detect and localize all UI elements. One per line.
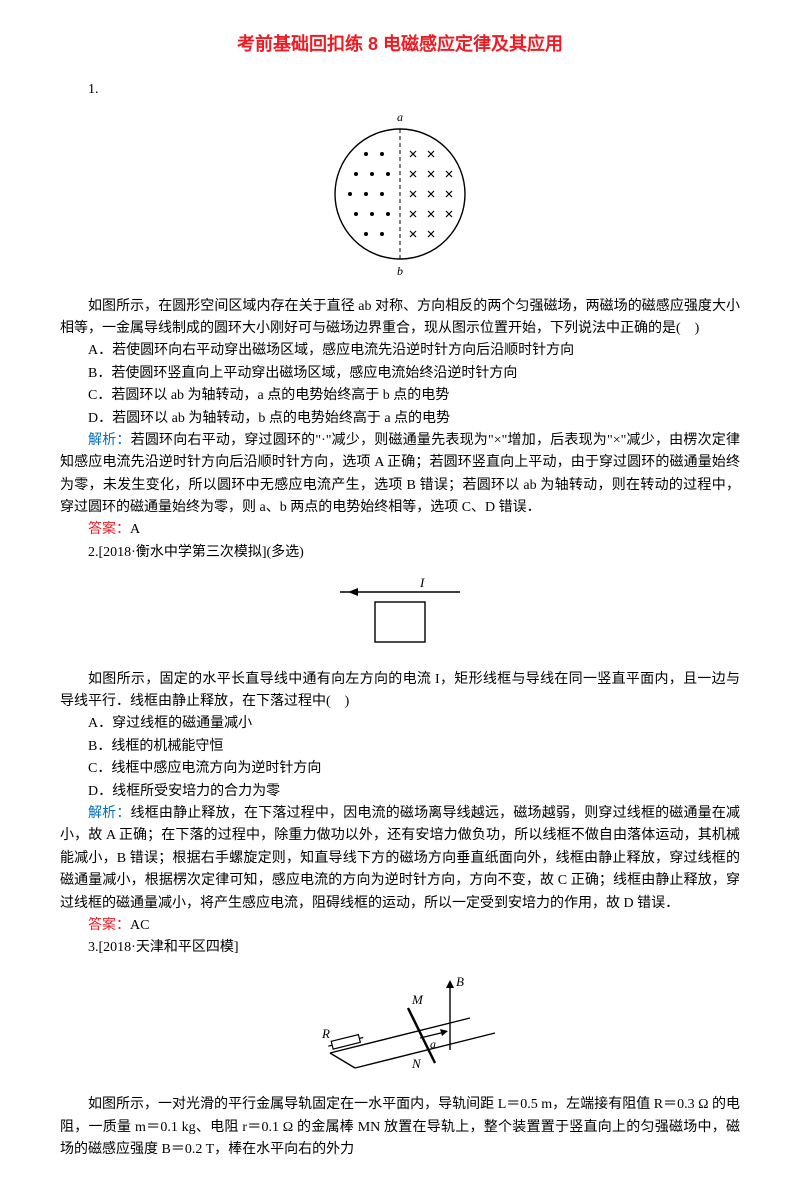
q1-analysis-text: 若圆环向右平动，穿过圆环的"·"减少，则磁通量先表现为"×"增加，后表现为"×"… <box>60 433 740 515</box>
q2-option-c: C．线框中感应电流方向为逆时针方向 <box>60 758 740 780</box>
q1-option-d: D．若圆环以 ab 为轴转动，b 点的电势始终高于 a 点的电势 <box>60 408 740 430</box>
q1-option-a: A．若使圆环向右平动穿出磁场区域，感应电流先沿逆时针方向后沿顺时针方向 <box>60 340 740 362</box>
q2-source: [2018·衡水中学第三次模拟](多选) <box>99 545 304 560</box>
q1-fig-label-b: b <box>397 264 403 278</box>
q3-figure: R M N B a <box>60 968 740 1086</box>
q1-fig-label-a: a <box>397 110 403 124</box>
analysis-label: 解析： <box>88 433 131 448</box>
q2-answer: 答案：AC <box>60 915 740 937</box>
q2-option-d: D．线框所受安培力的合力为零 <box>60 781 740 803</box>
q1-figure: a b <box>60 109 740 287</box>
q2-analysis-text: 线框由静止释放，在下落过程中，因电流的磁场离导线越远，磁场越弱，则穿过线框的磁通… <box>60 806 740 911</box>
q3-fig-label-m: M <box>411 992 424 1007</box>
q2-fig-label-i: I <box>419 575 425 590</box>
q2-answer-text: AC <box>130 918 149 933</box>
q2-analysis: 解析：线框由静止释放，在下落过程中，因电流的磁场离导线越远，磁场越弱，则穿过线框… <box>60 803 740 915</box>
q1-answer-text: A <box>130 522 140 537</box>
q2-number: 2. <box>88 545 99 560</box>
q3-header: 3.[2018·天津和平区四模] <box>60 937 740 959</box>
q2-header: 2.[2018·衡水中学第三次模拟](多选) <box>60 542 740 564</box>
q1-number: 1. <box>60 79 740 101</box>
q2-option-b: B．线框的机械能守恒 <box>60 736 740 758</box>
answer-label: 答案： <box>88 522 130 537</box>
q3-number: 3. <box>88 940 99 955</box>
q2-option-a: A．穿过线框的磁通量减小 <box>60 713 740 735</box>
q3-fig-label-a: a <box>430 1037 436 1051</box>
q2-intro: 如图所示，固定的水平长直导线中通有向左方向的电流 I，矩形线框与导线在同一竖直平… <box>60 669 740 714</box>
q3-fig-label-r: R <box>321 1026 330 1041</box>
q2-figure: I <box>60 572 740 660</box>
analysis-label: 解析： <box>88 806 131 821</box>
q3-source: [2018·天津和平区四模] <box>99 940 239 955</box>
q1-option-c: C．若圆环以 ab 为轴转动，a 点的电势始终高于 b 点的电势 <box>60 385 740 407</box>
q3-fig-label-n: N <box>411 1056 422 1071</box>
answer-label: 答案： <box>88 918 130 933</box>
q3-fig-label-b: B <box>456 974 464 989</box>
q1-fig-crosses-right <box>410 151 452 237</box>
q1-fig-dots-left <box>348 152 390 236</box>
q3-intro: 如图所示，一对光滑的平行金属导轨固定在一水平面内，导轨间距 L＝0.5 m，左端… <box>60 1094 740 1161</box>
document-title: 考前基础回扣练 8 电磁感应定律及其应用 <box>60 30 740 59</box>
q1-answer: 答案：A <box>60 519 740 541</box>
q1-option-b: B．若使圆环竖直向上平动穿出磁场区域，感应电流始终沿逆时针方向 <box>60 363 740 385</box>
q1-intro: 如图所示，在圆形空间区域内存在关于直径 ab 对称、方向相反的两个匀强磁场，两磁… <box>60 296 740 341</box>
q1-analysis: 解析：若圆环向右平动，穿过圆环的"·"减少，则磁通量先表现为"×"增加，后表现为… <box>60 430 740 520</box>
